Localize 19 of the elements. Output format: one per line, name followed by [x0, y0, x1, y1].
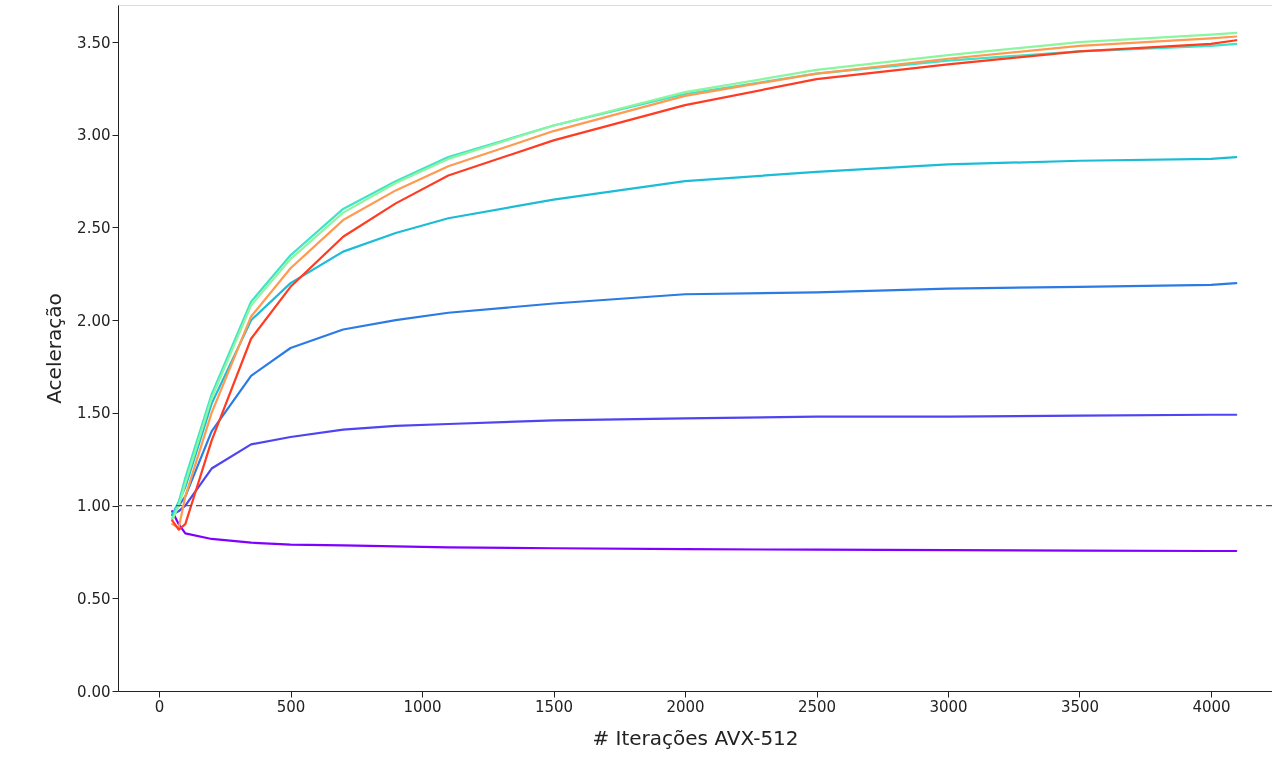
y-tick-label: 1.50	[77, 404, 111, 423]
x-tick-label: 1000	[403, 697, 442, 716]
x-tick-label: 3000	[929, 697, 968, 716]
y-tick-label: 3.50	[77, 33, 111, 52]
x-tick-label: 3500	[1060, 697, 1100, 716]
y-tick-label: 0.00	[77, 682, 111, 701]
x-tick-label: 1500	[534, 697, 574, 716]
y-axis-title: Aceleração	[42, 293, 67, 404]
y-tick-label: 0.50	[77, 589, 111, 608]
x-tick-label: 0	[154, 697, 165, 716]
y-tick-label: 2.50	[77, 218, 111, 237]
x-tick-label: 2500	[797, 697, 837, 716]
x-tick-label: 500	[276, 697, 306, 716]
x-axis-title: # Iterações AVX-512	[592, 725, 799, 750]
x-tick-label: 4000	[1192, 697, 1231, 716]
y-tick-label: 1.00	[77, 497, 111, 516]
x-tick-label: 2000	[666, 697, 705, 716]
y-tick-label: 2.00	[77, 311, 111, 330]
y-tick-label: 3.00	[77, 126, 111, 145]
